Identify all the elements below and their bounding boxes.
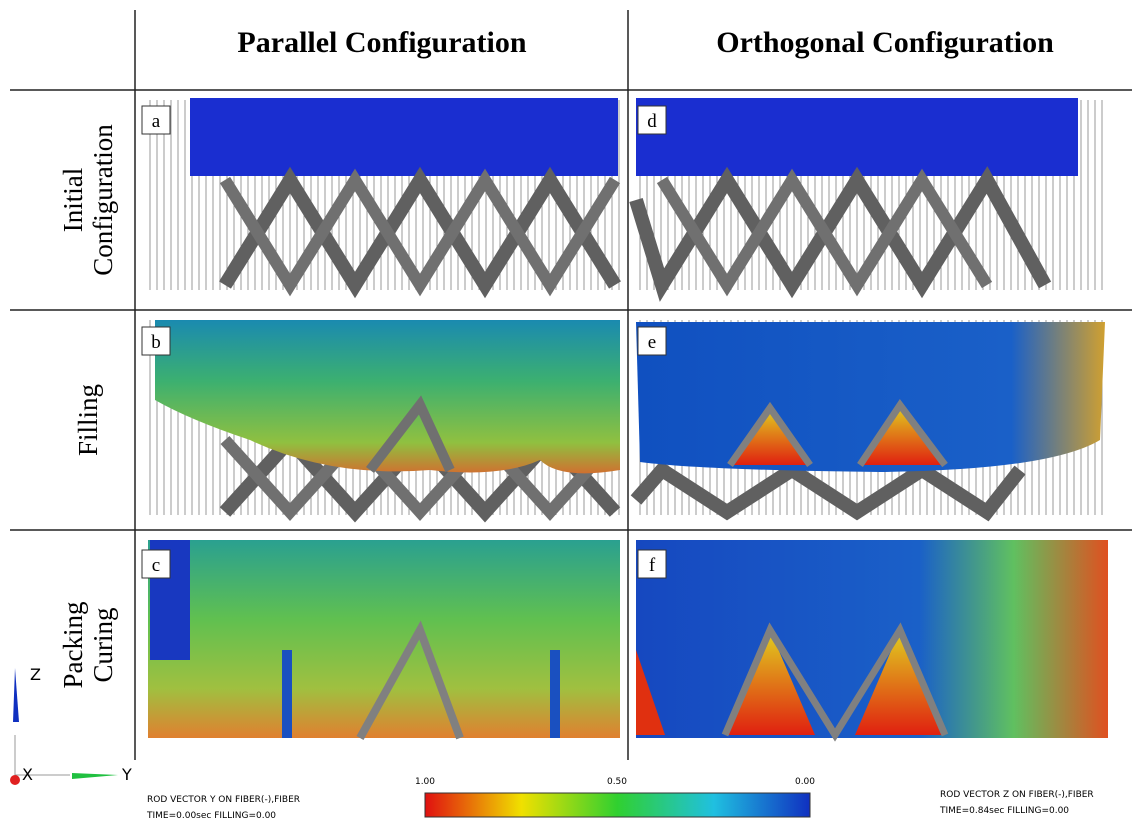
caption: TIME=0.00sec FILLING=0.00 [146, 811, 276, 821]
panel-letter: f [649, 555, 656, 576]
panel-letter: a [152, 111, 161, 132]
panel-image [636, 320, 1108, 515]
row-label: Curing [88, 607, 118, 682]
panel-image [148, 98, 620, 290]
panel-image [148, 320, 620, 515]
row-label: Packing [58, 602, 88, 689]
colorbar-label: 1.00 [415, 777, 435, 787]
panel-letter: e [648, 332, 656, 353]
panel-image [636, 98, 1108, 290]
figure: Parallel Configuration Orthogonal Config… [0, 0, 1132, 821]
colorbar-label: 0.50 [607, 777, 627, 787]
row-label: Configuration [88, 124, 118, 276]
panel-image [148, 540, 620, 738]
column-header: Parallel Configuration [237, 26, 526, 59]
colorbar-label: 0.00 [795, 777, 815, 787]
row-label: Filling [73, 384, 103, 456]
panel-letter: b [151, 332, 161, 353]
colorbar [425, 793, 810, 817]
caption: TIME=0.84sec FILLING=0.00 [939, 806, 1069, 816]
row-label: Initial [58, 168, 88, 232]
panel-letter: d [647, 111, 657, 132]
caption: ROD VECTOR Y ON FIBER(-),FIBER [147, 795, 300, 805]
column-header: Orthogonal Configuration [716, 26, 1054, 59]
axis-label: Y [121, 765, 132, 784]
caption: ROD VECTOR Z ON FIBER(-),FIBER [940, 790, 1094, 800]
axis-label: X [22, 765, 33, 784]
panel-letter: c [152, 555, 160, 576]
axis-label: Z [30, 665, 41, 684]
panel-image [636, 540, 1108, 738]
